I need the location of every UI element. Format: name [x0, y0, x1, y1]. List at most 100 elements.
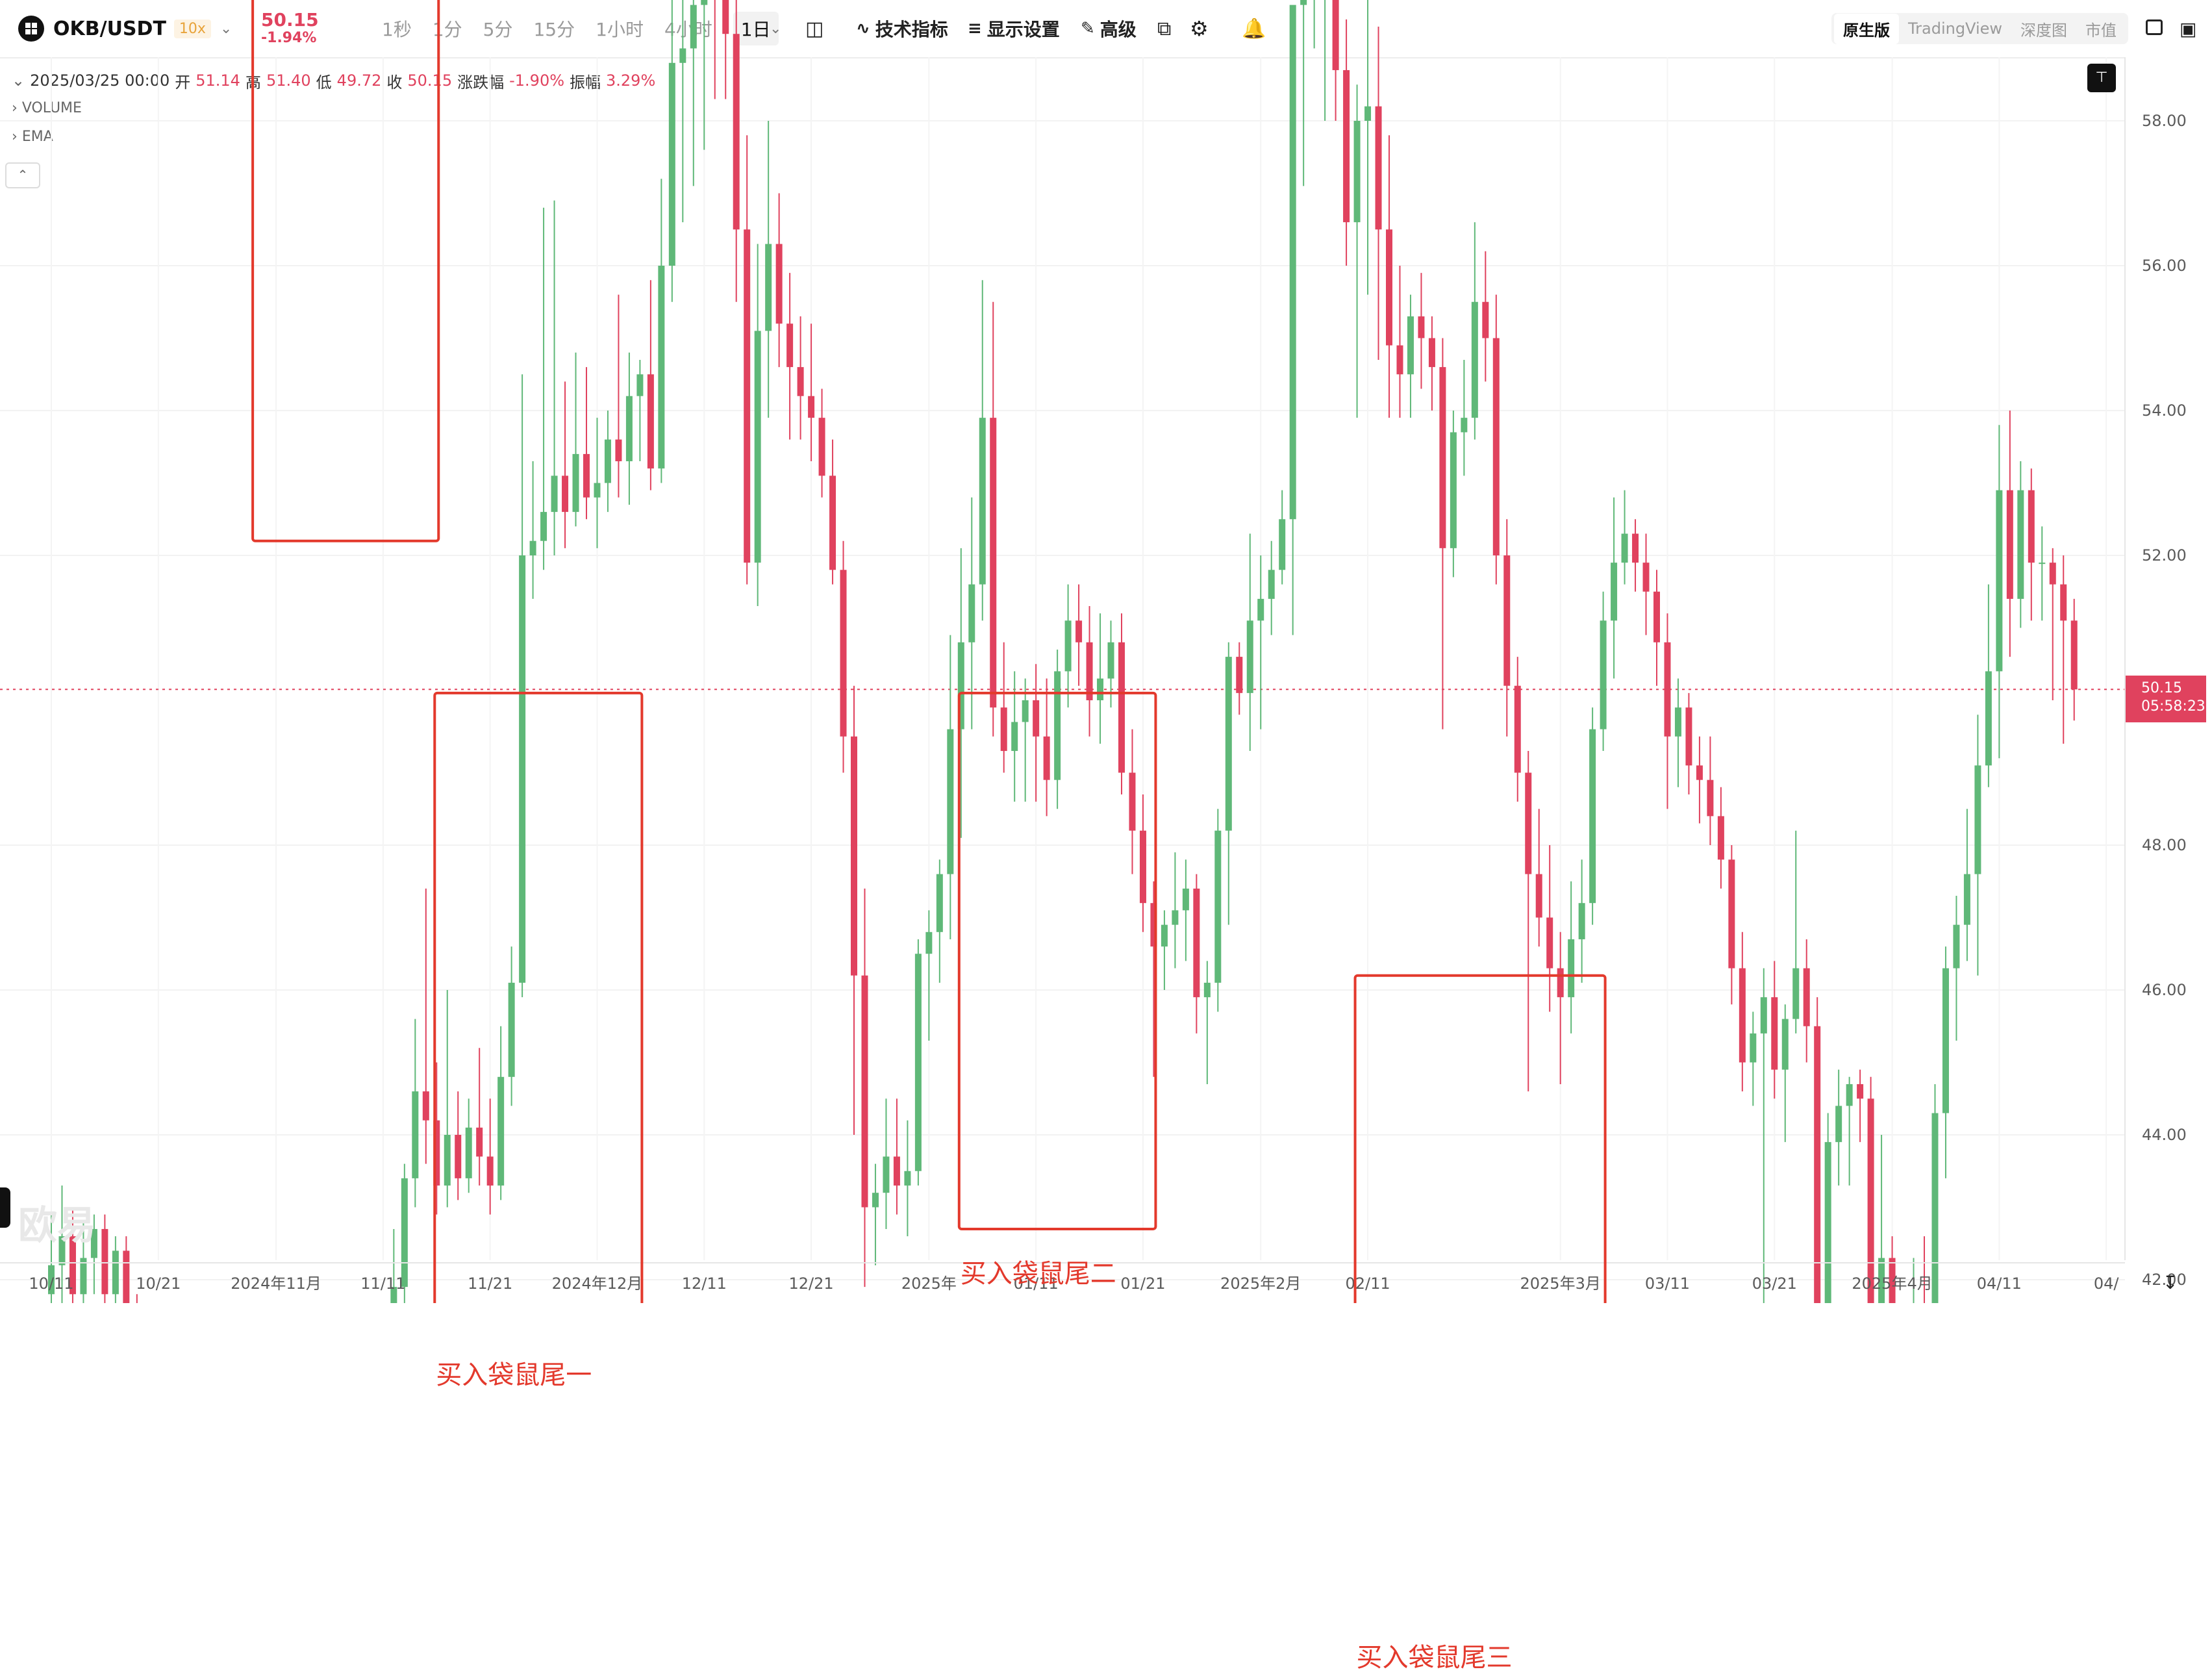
candle[interactable]	[1311, 0, 1318, 49]
candle[interactable]	[1674, 678, 1681, 787]
candle[interactable]	[690, 0, 697, 186]
interval-tab[interactable]: 1秒	[382, 19, 412, 40]
candle[interactable]	[1375, 27, 1382, 360]
candle[interactable]	[1664, 613, 1671, 809]
candle[interactable]	[1781, 1004, 1789, 1143]
candle[interactable]	[604, 411, 611, 513]
candle[interactable]	[1407, 294, 1414, 418]
candle[interactable]	[1546, 845, 1553, 1012]
candle[interactable]	[1461, 359, 1468, 476]
candle[interactable]	[2006, 411, 2013, 657]
candle[interactable]	[1653, 570, 1660, 686]
candle-type-icon[interactable]: ◫	[805, 17, 824, 40]
candle[interactable]	[1685, 692, 1692, 794]
indicators-button[interactable]: ∿ 技术指标	[856, 0, 948, 57]
display-settings-button[interactable]: ≡ 显示设置	[968, 0, 1060, 57]
candle[interactable]	[48, 1214, 55, 1303]
candle[interactable]	[497, 1026, 505, 1200]
candle[interactable]	[529, 461, 536, 599]
candle[interactable]	[1214, 809, 1222, 1012]
candle[interactable]	[979, 280, 986, 621]
candle[interactable]	[872, 1163, 879, 1265]
collapse-legend-button[interactable]: ⌃	[5, 162, 40, 188]
candle[interactable]	[1878, 1135, 1885, 1303]
candle[interactable]	[1139, 794, 1146, 932]
chevron-down-icon[interactable]: ⌄	[220, 20, 233, 37]
candle[interactable]	[1161, 910, 1168, 990]
candle[interactable]	[433, 1062, 440, 1215]
candle[interactable]	[58, 1186, 66, 1303]
candle[interactable]	[1203, 961, 1211, 1084]
candle[interactable]	[840, 540, 847, 773]
candle[interactable]	[1589, 707, 1596, 925]
view-tab[interactable]: 市值	[2085, 21, 2117, 40]
interval-tab[interactable]: 1小时	[596, 19, 644, 40]
alert-button[interactable]: 🔔	[1242, 0, 1266, 57]
candle[interactable]	[722, 0, 729, 99]
candle[interactable]	[1953, 896, 1960, 1041]
candle[interactable]	[786, 273, 794, 440]
candle[interactable]	[818, 388, 825, 498]
candle[interactable]	[583, 367, 590, 520]
candle[interactable]	[1107, 620, 1114, 708]
candle[interactable]	[1621, 490, 1628, 585]
candle[interactable]	[1364, 0, 1372, 295]
candle[interactable]	[1257, 555, 1264, 729]
candle[interactable]	[1921, 1236, 1928, 1303]
candle[interactable]	[1642, 533, 1650, 635]
candle[interactable]	[1300, 0, 1307, 186]
candle[interactable]	[1792, 830, 1800, 1034]
candle[interactable]	[797, 316, 804, 440]
candle[interactable]	[444, 990, 451, 1208]
collapse-panel-button[interactable]: ⊤	[2087, 64, 2116, 92]
candle[interactable]	[551, 200, 558, 555]
candle[interactable]	[1750, 1011, 1757, 1106]
candle[interactable]	[1525, 751, 1532, 1092]
candle[interactable]	[1846, 1076, 1853, 1186]
candle[interactable]	[476, 1048, 483, 1186]
candle[interactable]	[465, 1098, 472, 1193]
candle[interactable]	[1911, 1258, 1917, 1303]
candlestick-chart[interactable]: 66.0064.0062.0060.0058.0056.0054.0052.00…	[0, 0, 2212, 1303]
candle[interactable]	[401, 1163, 408, 1303]
candle[interactable]	[947, 635, 954, 939]
candle[interactable]	[1118, 613, 1125, 794]
window-icon[interactable]	[2146, 19, 2163, 35]
candle[interactable]	[914, 939, 922, 1186]
chevron-right-icon[interactable]: ›	[12, 129, 18, 145]
candle[interactable]	[2039, 526, 2046, 621]
candle[interactable]	[422, 888, 429, 1164]
candle[interactable]	[390, 1228, 397, 1303]
candle[interactable]	[1611, 497, 1618, 679]
candle[interactable]	[968, 497, 975, 729]
candle[interactable]	[1097, 613, 1104, 744]
candle[interactable]	[636, 359, 644, 462]
candle[interactable]	[1225, 642, 1232, 925]
candle[interactable]	[1353, 84, 1361, 418]
candle[interactable]	[925, 910, 933, 1041]
candle[interactable]	[1000, 642, 1007, 773]
candle[interactable]	[2070, 598, 2078, 721]
candle[interactable]	[647, 280, 654, 490]
gear-icon[interactable]: ⚙	[1190, 16, 1209, 41]
candle[interactable]	[1867, 1076, 1874, 1303]
candle[interactable]	[775, 193, 783, 368]
candle[interactable]	[1974, 715, 1981, 976]
interval-tab[interactable]: 1日	[733, 12, 779, 45]
candle[interactable]	[1172, 852, 1179, 969]
candle[interactable]	[893, 1098, 900, 1215]
candle[interactable]	[1236, 642, 1243, 715]
candle[interactable]	[69, 1207, 76, 1304]
candle[interactable]	[1289, 5, 1296, 635]
candle[interactable]	[1064, 584, 1072, 708]
time-axis[interactable]: 10/11 10/21 2024年11月 11/11 11/21 2024年12月 12/1…	[0, 1262, 2125, 1293]
candle[interactable]	[112, 1236, 119, 1303]
candle[interactable]	[1739, 932, 1746, 1092]
interval-tab[interactable]: 5分	[483, 19, 513, 40]
candle[interactable]	[936, 859, 943, 983]
candle[interactable]	[2017, 461, 2024, 628]
candle[interactable]	[2060, 555, 2067, 744]
candle[interactable]	[1717, 787, 1724, 889]
candle[interactable]	[1386, 135, 1392, 418]
candle[interactable]	[1996, 425, 2003, 759]
